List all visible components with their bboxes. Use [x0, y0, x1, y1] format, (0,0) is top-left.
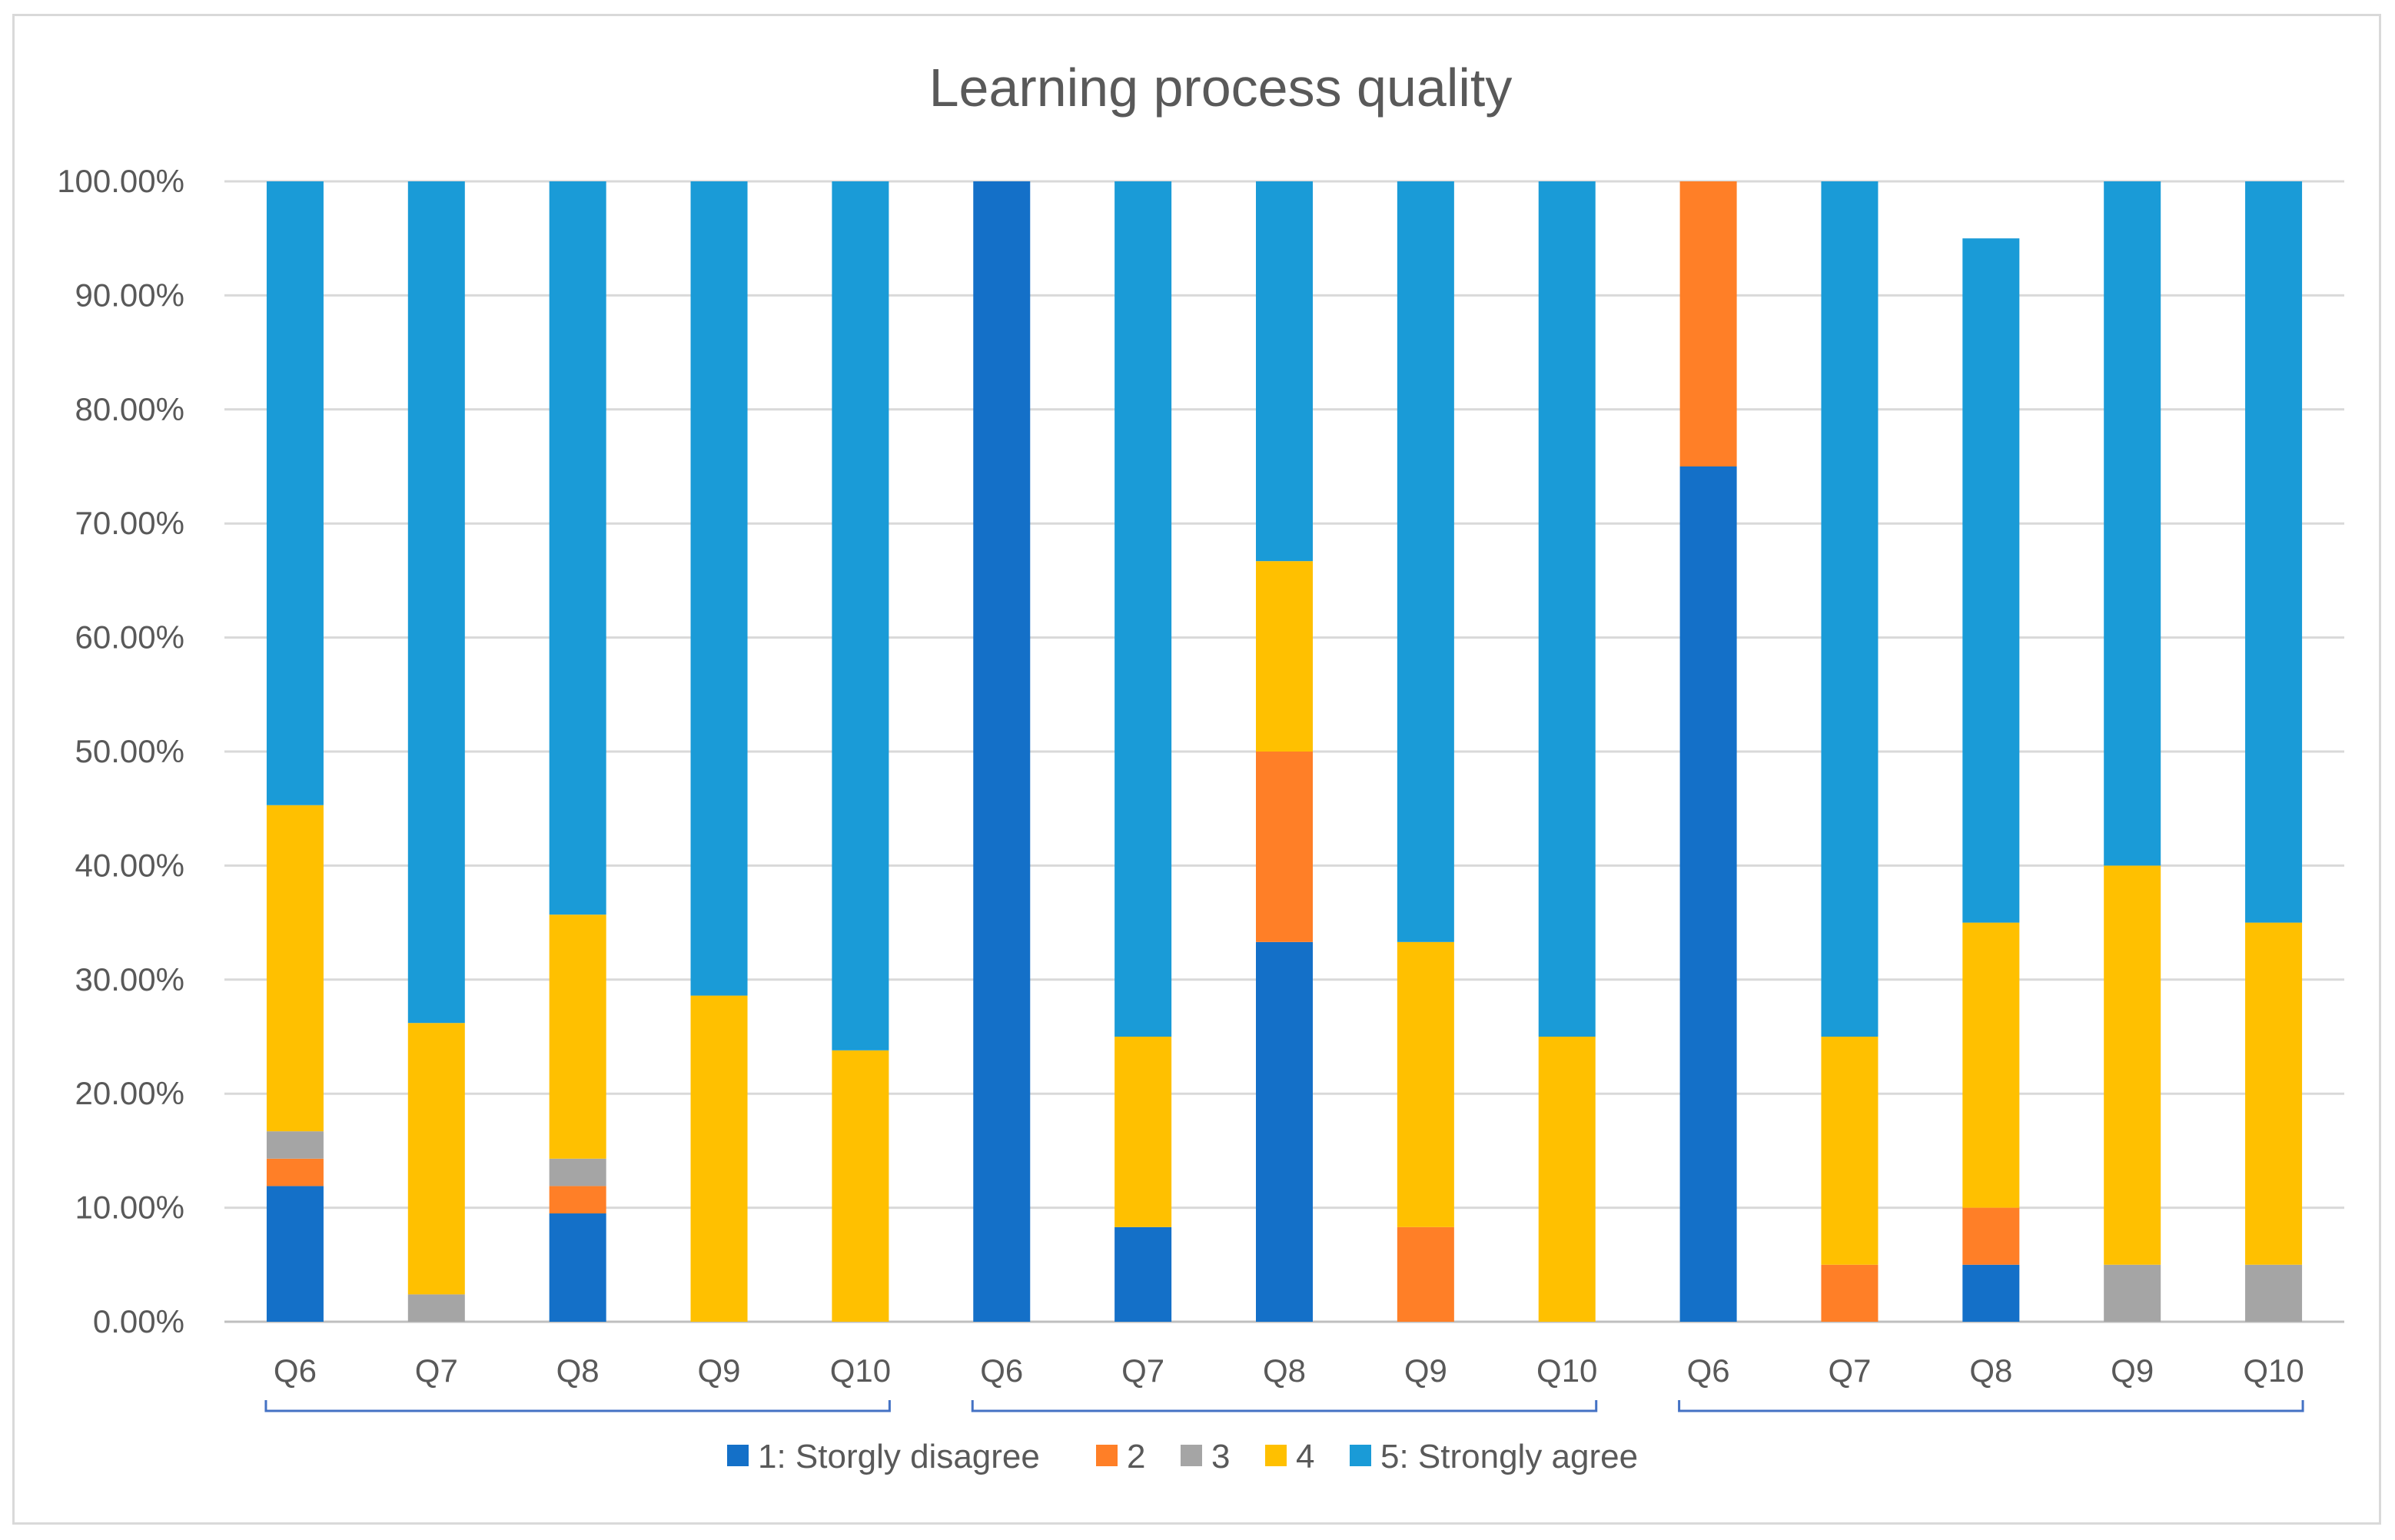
bar-segment-2-cat-0	[266, 1158, 324, 1187]
x-tick-label: Q10	[1536, 1352, 1597, 1389]
x-tick-label: Q9	[698, 1352, 741, 1389]
bar-segment-3-cat-0	[266, 1131, 324, 1159]
bar-segment-2-cat-11	[1821, 1264, 1878, 1322]
group-bracket-1	[264, 1400, 891, 1412]
legend-swatch-1	[727, 1445, 749, 1466]
bar-segment-2-cat-10	[1679, 181, 1737, 466]
legend-label-1: 1: Storgly disagree	[758, 1438, 1040, 1475]
bar-segment-3-cat-2	[549, 1158, 606, 1187]
bar-segment-1-cat-7	[1256, 941, 1313, 1322]
bar-segment-1-cat-12	[1962, 1264, 2020, 1322]
bar-segment-4-cat-11	[1821, 1037, 1878, 1265]
bar-segment-4-cat-4	[832, 1050, 889, 1322]
y-axis-tick-labels: 0.00% 10.00% 20.00% 30.00% 40.00% 50.00% 60.00…	[57, 163, 184, 1339]
bar-segment-5-cat-14	[2245, 181, 2303, 923]
bar-segment-4-cat-1	[407, 1023, 465, 1295]
bar-segment-1-cat-6	[1114, 1226, 1172, 1322]
y-tick-label: 50.00%	[75, 733, 184, 769]
y-tick-label: 60.00%	[75, 619, 184, 655]
x-tick-label: Q8	[556, 1352, 600, 1389]
y-tick-label: 100.00%	[57, 163, 184, 199]
legend: 1: Storgly disagree 2 3 4 5: Strongly agree	[727, 1438, 1638, 1475]
y-tick-label: 0.00%	[93, 1303, 184, 1339]
y-tick-label: 30.00%	[75, 961, 184, 997]
bar-segment-3-cat-1	[407, 1294, 465, 1322]
legend-swatch-4	[1265, 1445, 1287, 1466]
bar-segment-4-cat-14	[2245, 922, 2303, 1265]
bar-segment-5-cat-1	[407, 181, 465, 1024]
bar-segment-5-cat-12	[1962, 238, 2020, 923]
bar-segment-1-cat-2	[549, 1213, 606, 1322]
bar-segment-4-cat-3	[690, 995, 748, 1322]
y-tick-label: 10.00%	[75, 1190, 184, 1226]
bar-segment-2-cat-2	[549, 1186, 606, 1214]
bar-segment-2-cat-7	[1256, 752, 1313, 942]
bar-segment-5-cat-8	[1397, 181, 1454, 942]
x-tick-label: Q8	[1263, 1352, 1306, 1389]
y-tick-label: 40.00%	[75, 847, 184, 883]
x-axis-tick-labels: Q6 Q7 Q8 Q9 Q10 Q6 Q7 Q8 Q9 Q10 Q6 Q7 Q8 Q9 Q10	[274, 1352, 2304, 1389]
bars	[266, 181, 2303, 1322]
group-brackets	[264, 1400, 2304, 1412]
bar-segment-4-cat-9	[1538, 1037, 1596, 1322]
x-tick-label: Q9	[2111, 1352, 2154, 1389]
bar-segment-4-cat-8	[1397, 941, 1454, 1227]
x-tick-label: Q10	[2243, 1352, 2304, 1389]
x-tick-label: Q6	[980, 1352, 1023, 1389]
bar-segment-1-cat-0	[266, 1186, 324, 1322]
bar-segment-4-cat-12	[1962, 922, 2020, 1208]
legend-swatch-5	[1350, 1445, 1371, 1466]
bar-segment-4-cat-6	[1114, 1037, 1172, 1227]
legend-label-5: 5: Strongly agree	[1380, 1438, 1638, 1475]
y-tick-label: 70.00%	[75, 505, 184, 541]
legend-swatch-3	[1181, 1445, 1202, 1466]
bar-segment-1-cat-5	[973, 181, 1031, 1322]
bar-segment-5-cat-9	[1538, 181, 1596, 1037]
bar-segment-5-cat-0	[266, 181, 324, 805]
bar-segment-5-cat-3	[690, 181, 748, 996]
bar-segment-2-cat-8	[1397, 1226, 1454, 1322]
chart-title: Learning process quality	[929, 58, 1513, 118]
legend-label-4: 4	[1296, 1438, 1314, 1475]
bar-segment-4-cat-0	[266, 805, 324, 1132]
bar-segment-2-cat-12	[1962, 1207, 2020, 1265]
x-tick-label: Q7	[1121, 1352, 1164, 1389]
group-bracket-2	[971, 1400, 1598, 1412]
bar-segment-4-cat-7	[1256, 561, 1313, 752]
x-tick-label: Q7	[415, 1352, 458, 1389]
x-tick-label: Q6	[274, 1352, 317, 1389]
bar-segment-5-cat-4	[832, 181, 889, 1050]
bar-segment-4-cat-2	[549, 914, 606, 1159]
y-tick-label: 80.00%	[75, 391, 184, 427]
legend-swatch-2	[1096, 1445, 1118, 1466]
legend-label-3: 3	[1211, 1438, 1230, 1475]
y-tick-label: 90.00%	[75, 277, 184, 313]
legend-label-2: 2	[1127, 1438, 1145, 1475]
bar-segment-5-cat-7	[1256, 181, 1313, 562]
bar-segment-5-cat-13	[2104, 181, 2161, 866]
y-tick-label: 20.00%	[75, 1075, 184, 1111]
x-tick-label: Q10	[830, 1352, 891, 1389]
x-tick-label: Q6	[1687, 1352, 1730, 1389]
bar-segment-3-cat-13	[2104, 1264, 2161, 1322]
bar-segment-1-cat-10	[1679, 466, 1737, 1322]
x-tick-label: Q8	[1969, 1352, 2012, 1389]
group-bracket-3	[1678, 1400, 2304, 1412]
bar-segment-4-cat-13	[2104, 865, 2161, 1265]
x-tick-label: Q7	[1828, 1352, 1871, 1389]
bar-segment-3-cat-14	[2245, 1264, 2303, 1322]
x-tick-label: Q9	[1404, 1352, 1447, 1389]
bar-segment-5-cat-6	[1114, 181, 1172, 1037]
bar-segment-5-cat-2	[549, 181, 606, 915]
bar-segment-5-cat-11	[1821, 181, 1878, 1037]
